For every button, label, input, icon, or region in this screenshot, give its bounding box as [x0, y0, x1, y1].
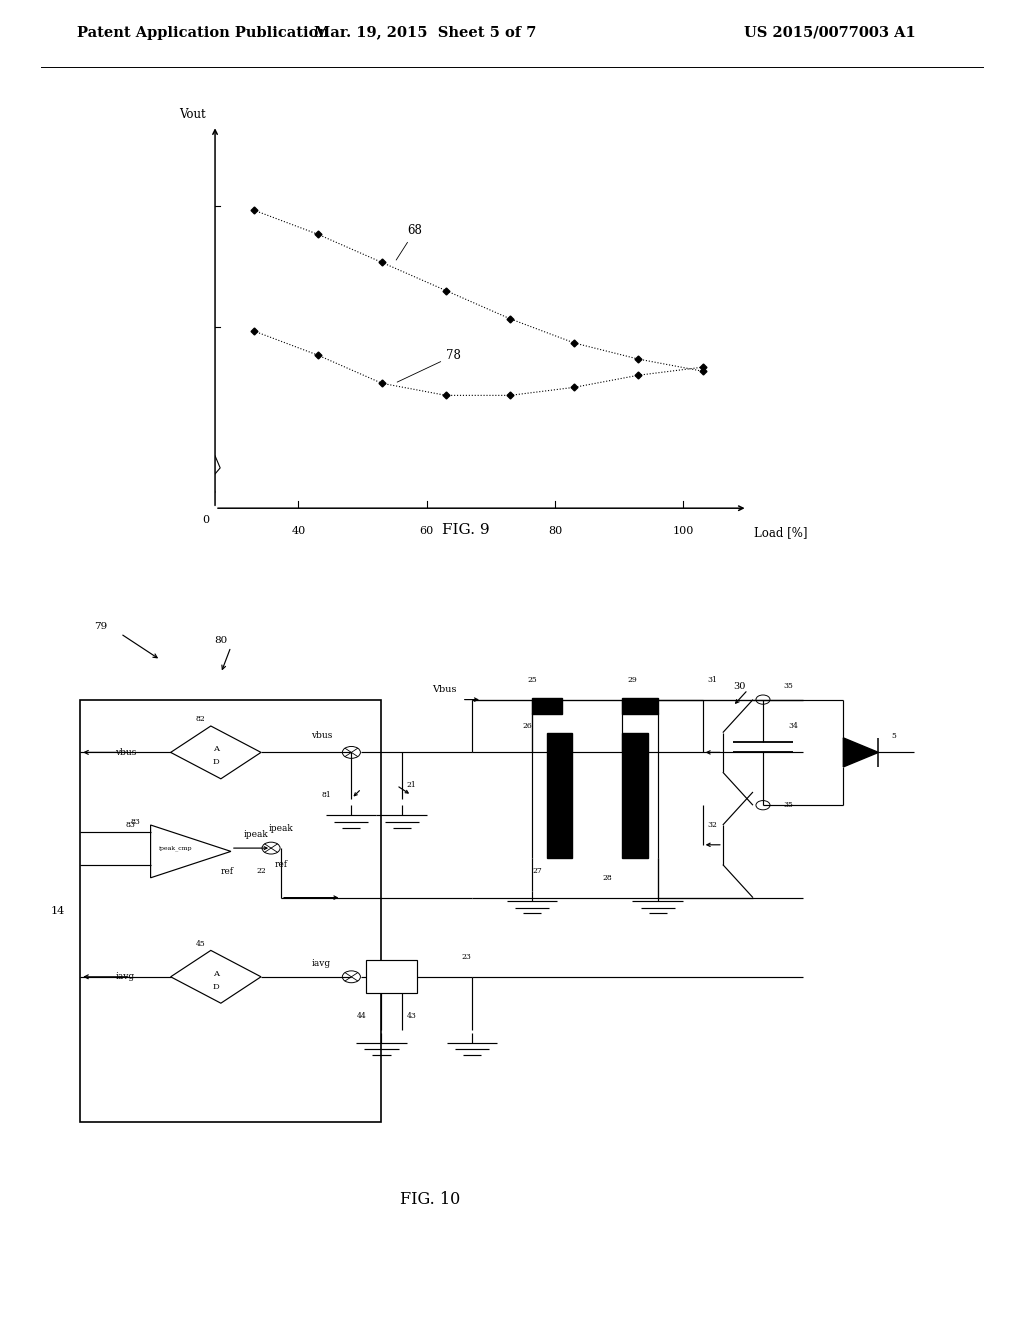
Text: 80: 80 — [214, 636, 227, 644]
Text: 28: 28 — [603, 874, 612, 882]
Text: 21: 21 — [407, 781, 417, 789]
Polygon shape — [171, 950, 261, 1003]
Text: 83: 83 — [131, 817, 140, 826]
Text: A: A — [213, 969, 219, 978]
Text: 26: 26 — [522, 722, 532, 730]
Text: 79: 79 — [94, 623, 108, 631]
Text: vbus: vbus — [311, 731, 333, 741]
Text: FIG. 9: FIG. 9 — [442, 523, 489, 537]
Text: iavg: iavg — [311, 960, 331, 968]
Text: 35: 35 — [783, 682, 793, 690]
Text: Vbus: Vbus — [432, 685, 456, 694]
Text: 45: 45 — [196, 940, 206, 948]
Text: 60: 60 — [420, 527, 434, 536]
Text: ipeak_cmp: ipeak_cmp — [159, 845, 193, 851]
Text: Vout: Vout — [179, 108, 206, 121]
Text: D: D — [212, 982, 219, 991]
Text: 34: 34 — [788, 722, 798, 730]
Text: 14: 14 — [51, 906, 66, 916]
Text: ipeak: ipeak — [268, 824, 294, 833]
Bar — [80, 700, 382, 1122]
Text: 81: 81 — [322, 791, 332, 800]
Text: 83: 83 — [126, 821, 135, 829]
Text: 31: 31 — [708, 676, 718, 684]
Text: 25: 25 — [527, 676, 537, 684]
Text: Load [%]: Load [%] — [754, 527, 808, 540]
Text: 32: 32 — [708, 821, 718, 829]
Text: 35: 35 — [783, 801, 793, 809]
Text: 100: 100 — [673, 527, 694, 536]
Text: 27: 27 — [532, 867, 542, 875]
Text: Patent Application Publication: Patent Application Publication — [77, 25, 329, 40]
Text: 22: 22 — [256, 867, 266, 875]
Text: ipeak: ipeak — [244, 830, 268, 840]
Text: 44: 44 — [356, 1012, 367, 1020]
Text: A: A — [213, 744, 219, 754]
Text: US 2015/0077003 A1: US 2015/0077003 A1 — [743, 25, 915, 40]
Polygon shape — [623, 733, 647, 858]
Text: 0: 0 — [202, 515, 209, 525]
Text: 40: 40 — [291, 527, 305, 536]
Text: 68: 68 — [396, 224, 422, 260]
Text: D: D — [212, 758, 219, 767]
Text: FIG. 10: FIG. 10 — [400, 1191, 460, 1208]
Text: 80: 80 — [548, 527, 562, 536]
Bar — [367, 961, 417, 993]
Polygon shape — [151, 825, 230, 878]
Polygon shape — [547, 733, 572, 858]
Text: 5: 5 — [891, 731, 896, 741]
Text: ref: ref — [221, 867, 233, 875]
Text: vbus: vbus — [115, 748, 136, 756]
Polygon shape — [171, 726, 261, 779]
Text: iavg: iavg — [116, 973, 135, 981]
Text: 30: 30 — [733, 682, 745, 690]
Text: 78: 78 — [397, 348, 461, 381]
Text: 23: 23 — [462, 953, 472, 961]
Polygon shape — [844, 738, 879, 767]
Text: 82: 82 — [196, 715, 206, 723]
Text: Mar. 19, 2015  Sheet 5 of 7: Mar. 19, 2015 Sheet 5 of 7 — [313, 25, 537, 40]
Text: ref: ref — [274, 861, 288, 869]
Polygon shape — [532, 698, 562, 714]
Text: 43: 43 — [407, 1012, 417, 1020]
Polygon shape — [623, 698, 657, 714]
Text: 29: 29 — [628, 676, 637, 684]
